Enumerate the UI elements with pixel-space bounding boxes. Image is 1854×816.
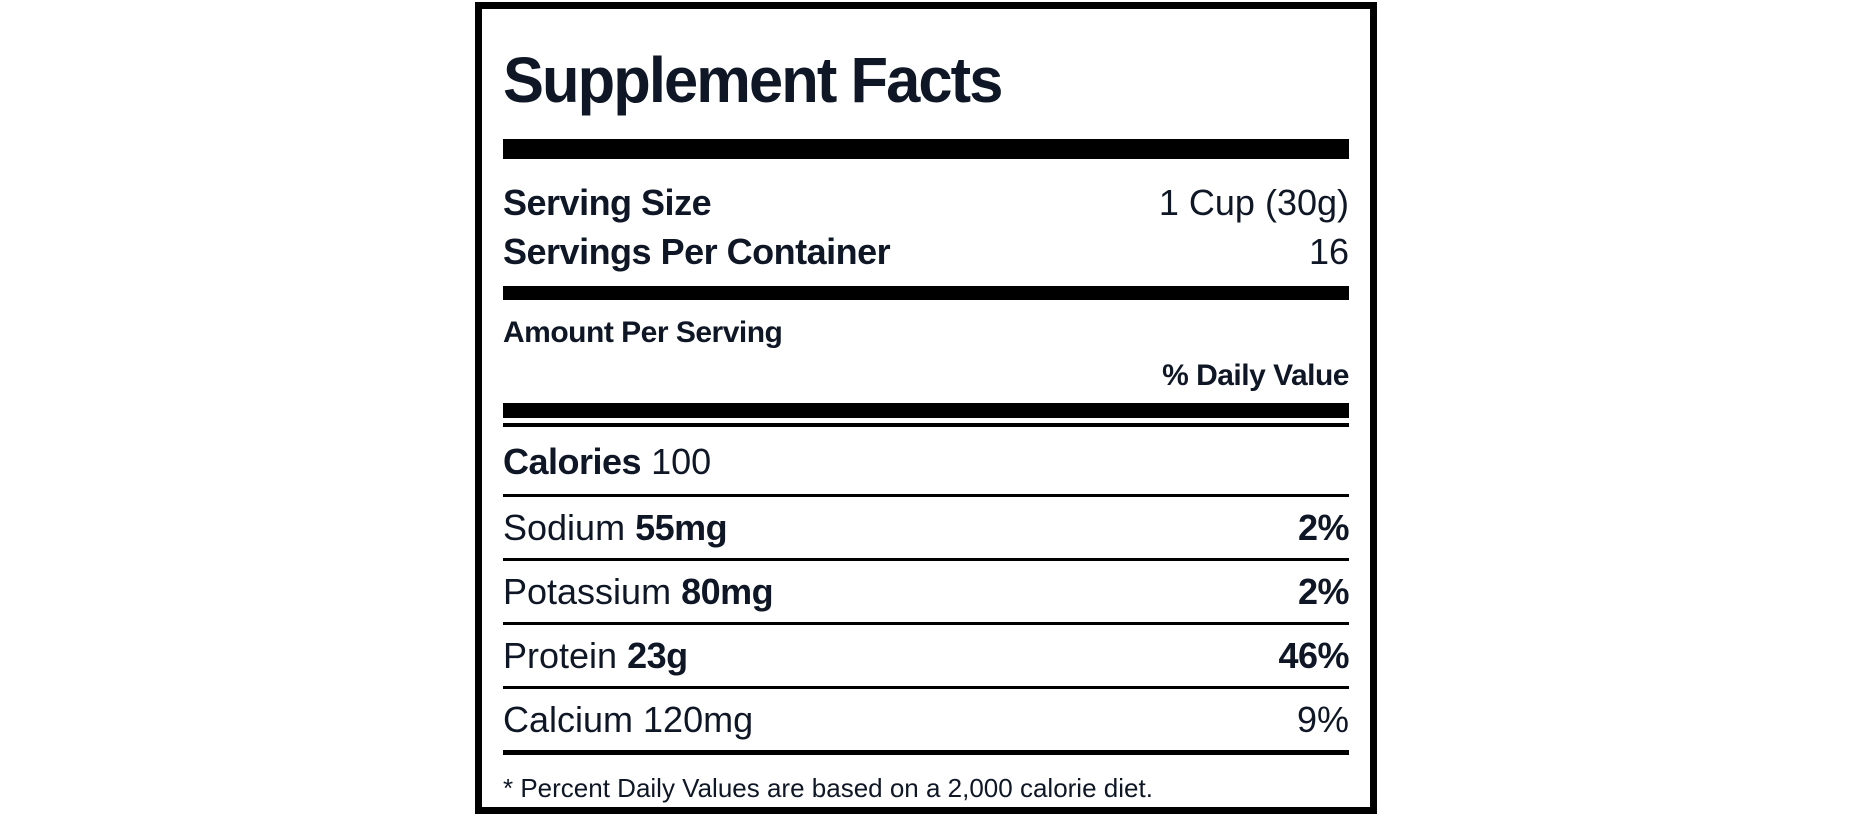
nutrient-name: Potassium	[503, 571, 672, 612]
nutrient-name-amount: Potassium 80mg	[503, 570, 774, 614]
title-separator-rule	[503, 139, 1349, 159]
nutrient-name-amount: Protein 23g	[503, 634, 688, 678]
nutrient-daily-value: 46%	[1278, 635, 1349, 676]
nutrient-row-protein: Protein 23g 46%	[503, 625, 1349, 689]
nutrient-row-sodium: Sodium 55mg 2%	[503, 497, 1350, 561]
nutrient-daily-value: 2%	[1297, 507, 1350, 548]
daily-value-heading: % Daily Value	[1162, 359, 1349, 392]
servings-per-container-row: Servings Per Container 16	[503, 230, 1349, 274]
panel-title: Supplement Facts	[503, 44, 1003, 116]
nutrient-name: Sodium	[503, 507, 626, 548]
nutrient-amount: 80mg	[681, 571, 774, 612]
serving-size-label: Serving Size	[503, 182, 712, 223]
amount-per-serving-heading: Amount Per Serving	[503, 316, 783, 349]
daily-value-footnote: * Percent Daily Values are based on a 2,…	[503, 773, 1153, 803]
header-thin-rule	[503, 423, 1349, 427]
header-thick-rule	[503, 403, 1349, 418]
nutrient-name: Protein	[503, 635, 618, 676]
nutrient-amount: 55mg	[635, 507, 728, 548]
nutrient-row-calcium: Calcium 120mg 9%	[503, 689, 1349, 755]
calories-row: Calories 100	[503, 427, 1349, 497]
nutrient-name-amount: Sodium 55mg	[503, 506, 728, 550]
supplement-facts-panel: Supplement Facts Serving Size 1 Cup (30g…	[475, 2, 1377, 814]
servings-per-container-value: 16	[1308, 231, 1349, 272]
nutrient-name-amount: Calcium 120mg	[503, 698, 753, 742]
nutrient-daily-value: 2%	[1297, 571, 1350, 612]
serving-size-row: Serving Size 1 Cup (30g)	[503, 181, 1349, 225]
calories-value: 100	[651, 441, 712, 482]
servings-per-container-label: Servings Per Container	[503, 231, 891, 272]
nutrient-amount: 23g	[627, 635, 688, 676]
calories-label: Calories	[503, 441, 642, 482]
serving-size-value: 1 Cup (30g)	[1158, 182, 1349, 223]
serving-section-rule	[503, 286, 1349, 300]
nutrient-row-potassium: Potassium 80mg 2%	[503, 561, 1350, 625]
nutrient-name: Calcium	[503, 699, 634, 740]
nutrient-daily-value: 9%	[1296, 699, 1349, 740]
nutrient-amount: 120mg	[643, 699, 754, 740]
